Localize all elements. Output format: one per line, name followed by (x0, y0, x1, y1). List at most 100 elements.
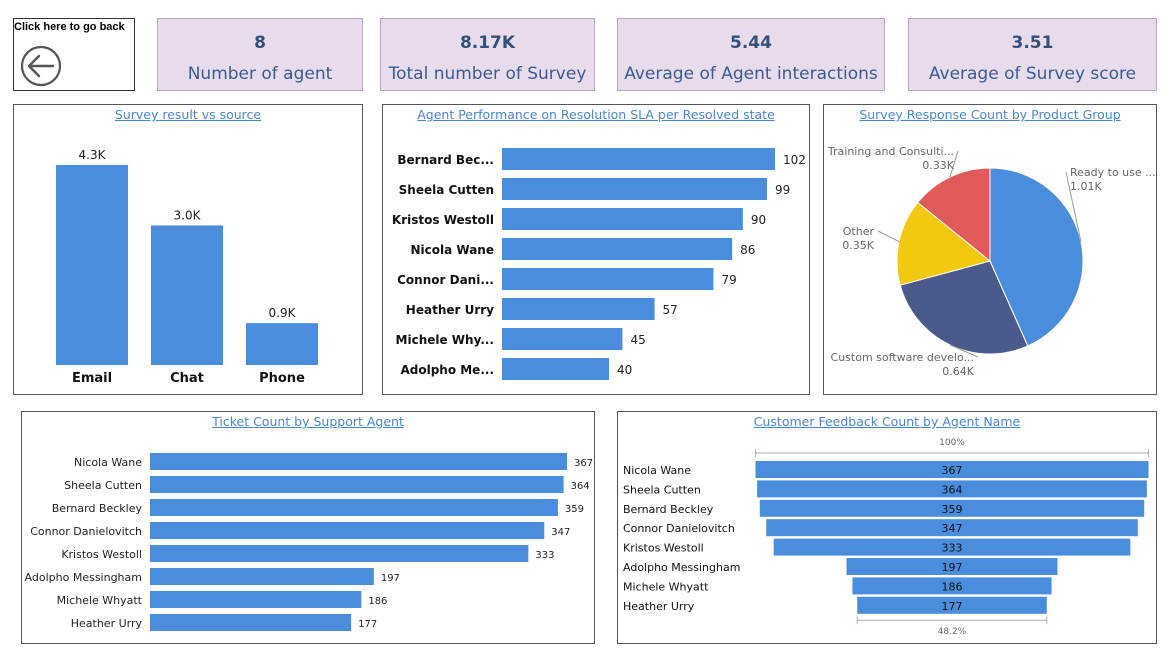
category-label: Heather Urry (71, 617, 143, 630)
data-label: 177 (942, 600, 963, 613)
back-button-label: Click here to go back (14, 21, 125, 33)
category-label: Chat (170, 371, 204, 386)
funnel-bar (857, 596, 1047, 614)
category-label: Connor Danielovitch (623, 522, 735, 535)
data-label: 4.3K (79, 148, 107, 162)
pie-slice (899, 260, 1029, 355)
data-label: 347 (942, 522, 963, 535)
bar (150, 499, 558, 516)
category-label: Connor Dani... (397, 273, 494, 287)
kpi-label: Number of agent (187, 64, 333, 84)
bar (502, 268, 714, 290)
kpi-label: Average of Survey score (928, 64, 1137, 84)
category-label: Sheela Cutten (399, 183, 494, 197)
bar (150, 568, 374, 585)
data-label: 0.9K (269, 306, 297, 320)
category-label: Nicola Wane (74, 456, 142, 469)
funnel-bar (846, 558, 1058, 575)
chart-title: Customer Feedback Count by Agent Name (753, 414, 1021, 429)
funnel-bar (773, 538, 1131, 556)
leader-line (1065, 171, 1082, 242)
back-arrow-icon (20, 45, 62, 87)
pie-slice (896, 201, 992, 286)
bar (502, 148, 775, 170)
leader-line (949, 344, 979, 358)
bar (150, 614, 352, 631)
bar (502, 298, 655, 320)
survey-source-svg: 4.3K Email 3.0K Chat 0.9K Phone (56, 148, 318, 386)
category-label: Adolpho Me... (400, 363, 494, 377)
data-label: 86 (740, 243, 755, 257)
slice-label: Training and Consulti... (827, 145, 954, 158)
data-label: 186 (942, 580, 963, 593)
category-label: Kristos Westoll (623, 542, 704, 555)
bar (150, 453, 567, 470)
category-label: Adolpho Messingham (25, 571, 142, 584)
kpi-card-agents: 8 Number of agent (157, 18, 363, 91)
kpi-card-interactions: 5.44 Average of Agent interactions (617, 18, 885, 91)
product-group-chart[interactable]: Ready to use ... 1.01K Custom software dev… (823, 104, 1157, 395)
category-label: Nicola Wane (623, 464, 691, 477)
feedback-funnel-chart[interactable]: 100% 367 Nicola Wane 364 Sheela Cutten 359 Ber… (617, 411, 1157, 644)
data-label: 102 (783, 153, 806, 167)
category-label: Phone (259, 371, 305, 386)
category-label: Email (72, 371, 112, 386)
category-label: Bernard Beckley (52, 502, 143, 515)
slice-value-label: 1.01K (1070, 180, 1102, 193)
leader-line (877, 230, 900, 243)
pie-slice (989, 167, 1084, 347)
ticket-count-chart[interactable]: Nicola Wane 367 Sheela Cutten 364 Bernard Be… (21, 411, 595, 644)
data-label: 3.0K (174, 208, 202, 222)
data-label: 45 (630, 333, 645, 347)
slice-label: Other (843, 225, 875, 238)
data-label: 367 (942, 464, 963, 477)
bar (502, 358, 610, 380)
feedback-funnel-svg: 100% 367 Nicola Wane 364 Sheela Cutten 359 Ber… (623, 438, 1149, 637)
bar (502, 178, 767, 200)
slice-label: Ready to use ... (1070, 166, 1156, 179)
chart-title: Survey result vs source (114, 107, 262, 122)
data-label: 364 (571, 481, 590, 492)
back-button[interactable]: Click here to go back (13, 18, 135, 91)
category-label: Kristos Westoll (392, 213, 494, 227)
data-label: 90 (751, 213, 766, 227)
funnel-bar (755, 461, 1149, 478)
slice-value-label: 0.33K (922, 159, 954, 172)
bottom-percent-label: 48.2% (938, 627, 967, 637)
data-label: 177 (358, 619, 377, 630)
product-group-svg: Ready to use ...1.01K Custom software dev… (827, 145, 1156, 378)
slice-label: Custom software develo... (831, 351, 974, 364)
category-label: Nicola Wane (411, 243, 495, 257)
sla-performance-svg: Bernard Bec... 102 Sheela Cutten 99 Kristos … (392, 148, 806, 380)
bar (502, 328, 623, 350)
category-label: Adolpho Messingham (623, 561, 740, 574)
bar (56, 165, 128, 365)
data-label: 347 (551, 527, 570, 538)
category-label: Michele Whyatt (57, 594, 143, 607)
category-label: Bernard Beckley (623, 503, 714, 516)
category-label: Kristos Westoll (61, 548, 142, 561)
category-label: Connor Danielovitch (30, 525, 142, 538)
pie-slice (917, 167, 991, 263)
category-label: Michele Why... (396, 333, 494, 347)
kpi-label: Total number of Survey (388, 64, 587, 84)
kpi-value: 8 (254, 33, 266, 53)
bar (246, 323, 318, 365)
sla-performance-chart[interactable]: Bernard Bec... 102 Sheela Cutten 99 Kristos … (382, 104, 810, 395)
top-percent-label: 100% (939, 438, 965, 448)
kpi-value: 5.44 (730, 33, 772, 53)
category-label: Heather Urry (406, 303, 494, 317)
data-label: 367 (574, 458, 593, 469)
category-label: Heather Urry (623, 600, 695, 613)
survey-source-chart[interactable]: 4.3K Email 3.0K Chat 0.9K Phone Survey result… (13, 104, 363, 395)
ticket-count-svg: Nicola Wane 367 Sheela Cutten 364 Bernard Be… (25, 453, 593, 631)
kpi-value: 8.17K (459, 33, 516, 53)
funnel-bar (757, 480, 1147, 498)
bar (150, 545, 529, 562)
data-label: 99 (775, 183, 790, 197)
data-label: 79 (721, 273, 736, 287)
data-label: 359 (942, 503, 963, 516)
category-label: Sheela Cutten (623, 483, 701, 496)
category-label: Michele Whyatt (623, 580, 709, 593)
category-label: Sheela Cutten (64, 479, 142, 492)
